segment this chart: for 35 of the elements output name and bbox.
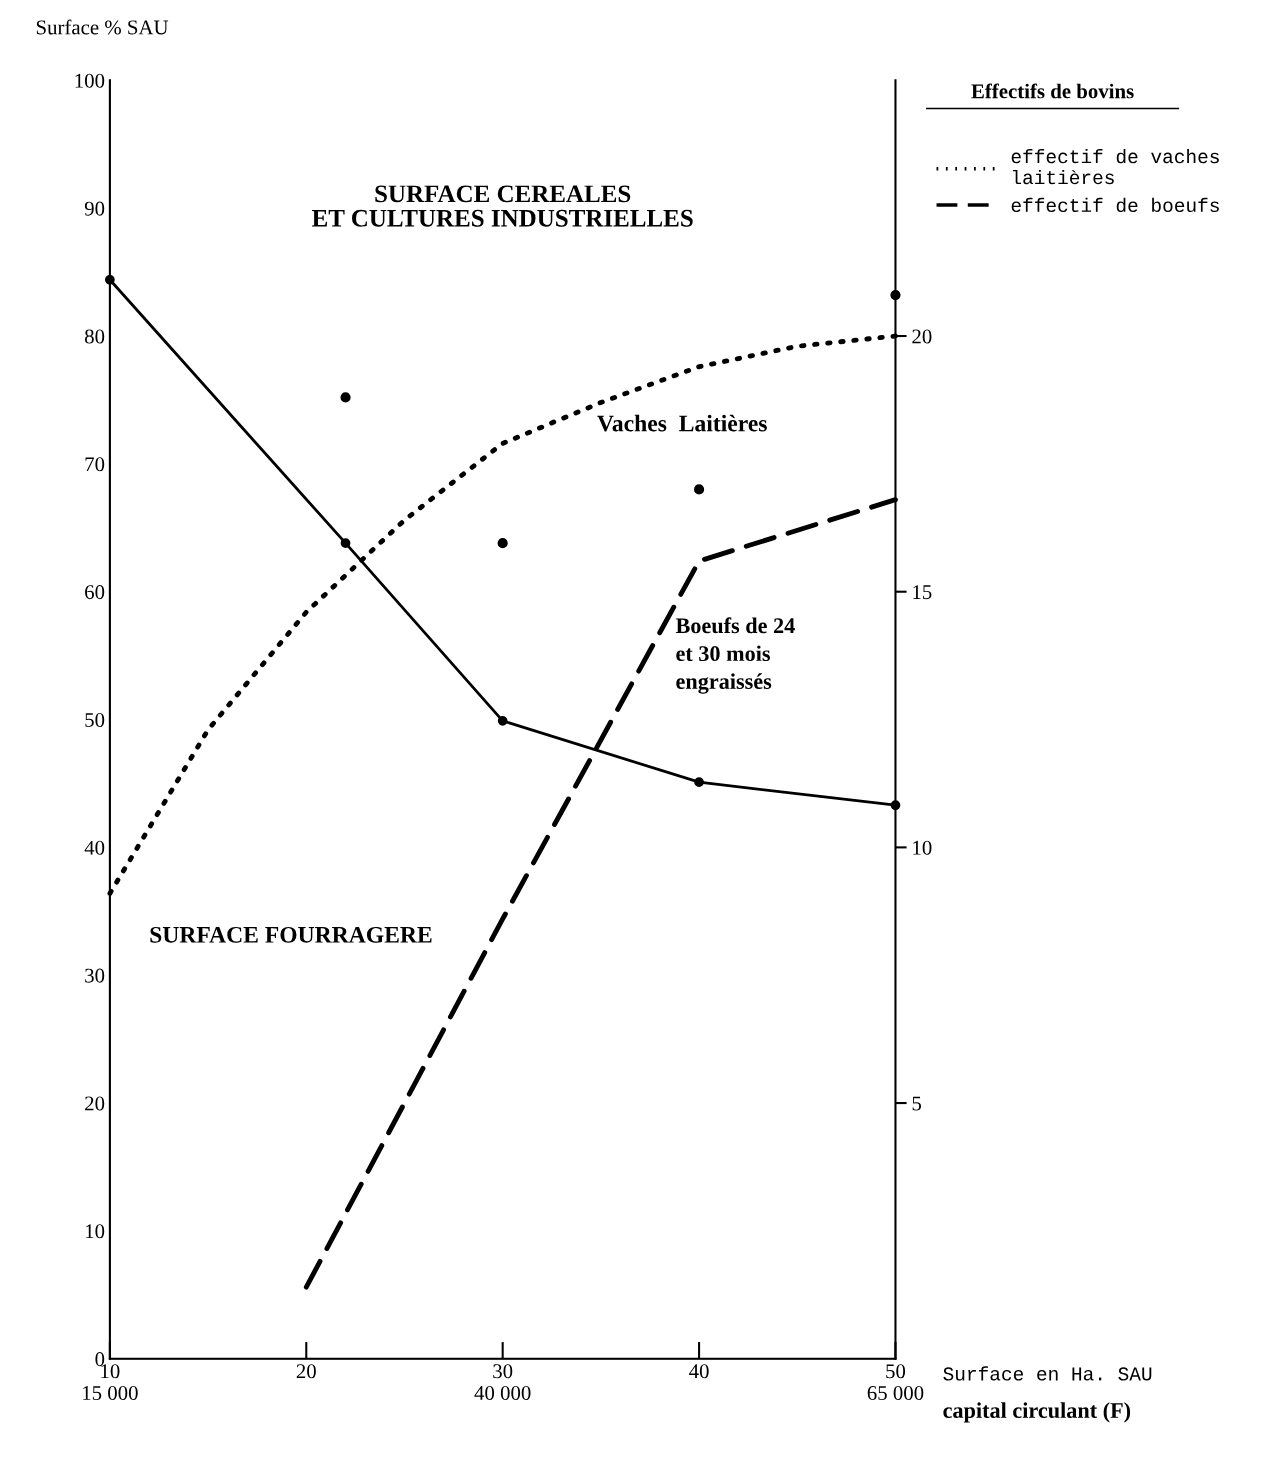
point (340, 392, 351, 403)
point (693, 484, 705, 495)
y-tick-label: 100 (75, 73, 105, 88)
y-tick-label: 0 (95, 1352, 105, 1367)
annotation: SURFACE FOURRAGERE (150, 926, 432, 943)
y-tick-label: 80 (84, 329, 105, 344)
y-tick-label: 20 (85, 1096, 105, 1111)
annotation: Boeufs de 24 et 30 mois engraissés (675, 617, 795, 694)
x-tick-label: 20 (296, 1364, 316, 1379)
annotation: Vaches Laitières (597, 414, 767, 432)
y-tick-label: 50 (85, 712, 105, 727)
y2-tick-label: 10 (913, 840, 932, 855)
y-axis-title: Surface % SAU (36, 19, 169, 35)
text: capital circulant (F) (943, 1402, 1131, 1423)
y2-tick-label: 15 (913, 585, 932, 600)
y-tick-label: 60 (85, 585, 105, 600)
x-tick-label: 50 65 000 (867, 1364, 924, 1401)
x-axis-title: Surface en Ha. SAU (943, 1366, 1152, 1381)
y-tick-label: 70 (85, 457, 105, 472)
point (694, 777, 704, 788)
y-tick-label: 30 (85, 968, 105, 983)
annotation: SURFACE CEREALES ET CULTURES INDUSTRIELLES (312, 185, 693, 227)
y-tick-label: 40 (84, 840, 105, 855)
x-tick-label: 30 40 000 (474, 1364, 531, 1401)
y2-axis-title: Effectifs de bovins (971, 83, 1134, 99)
x-tick-label: 40 (689, 1364, 709, 1379)
y2-tick-label: 20 (912, 329, 932, 344)
y-tick-label: 10 (86, 1224, 105, 1239)
y-tick-label: 90 (84, 201, 105, 216)
legend-label: effectif de boeufs (1011, 197, 1219, 213)
point (340, 538, 351, 548)
point (497, 538, 508, 549)
legend-label: effectif de vaches laitières (1011, 148, 1219, 185)
point (497, 715, 508, 726)
y2-tick-label: 5 (912, 1096, 922, 1111)
